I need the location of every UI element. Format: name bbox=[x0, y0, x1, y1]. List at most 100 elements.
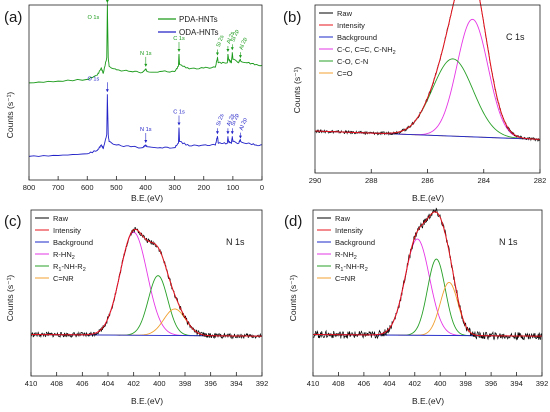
x-tick-label: 398 bbox=[459, 379, 472, 388]
x-tick-label: 410 bbox=[25, 379, 38, 388]
annotation-arrowhead bbox=[105, 89, 109, 93]
annotation-arrowhead bbox=[230, 47, 234, 51]
x-tick-label: 408 bbox=[50, 379, 63, 388]
intensity-envelope-line bbox=[312, 211, 543, 337]
annotation-label: C 1s bbox=[173, 36, 185, 42]
legend-label-main: C=O bbox=[337, 69, 353, 78]
x-axis-ticks: 800 700 600 500 400 300 200 100 0 bbox=[23, 176, 264, 192]
legend-label-part: -NH-R bbox=[61, 262, 83, 271]
x-tick-label: 284 bbox=[477, 176, 490, 185]
legend-label: R-HN2 bbox=[53, 250, 75, 261]
y-axis-label: Counts (s⁻¹) bbox=[292, 67, 302, 114]
legend-label-main: C-C, C=C, C-NH bbox=[337, 45, 393, 54]
x-tick-label: 402 bbox=[409, 379, 422, 388]
plot-frame bbox=[314, 4, 541, 174]
x-tick-label: 396 bbox=[485, 379, 498, 388]
annotation-label: C 1s bbox=[173, 110, 185, 116]
spectrum-label: N 1s bbox=[499, 237, 518, 247]
x-tick-label: 700 bbox=[52, 183, 65, 192]
panel-label: (a) bbox=[4, 9, 22, 26]
x-tick-label: 396 bbox=[204, 379, 217, 388]
x-tick-label: 290 bbox=[309, 176, 322, 185]
annotation-label: Si 2s bbox=[216, 113, 226, 127]
legend-label-subscript: 2 bbox=[393, 50, 396, 56]
intensity-envelope-line bbox=[30, 228, 263, 337]
legend-label-pda-hnts: PDA-HNTs bbox=[179, 15, 218, 24]
legend-label: R1-NH-R2 bbox=[53, 262, 86, 273]
spectrum-label: N 1s bbox=[226, 237, 245, 247]
legend-label-part: R bbox=[335, 262, 341, 271]
panel-label: (b) bbox=[283, 9, 301, 26]
panel-label: (d) bbox=[284, 213, 302, 230]
annotation-label: Si 2p bbox=[231, 29, 241, 43]
x-tick-label: 406 bbox=[358, 379, 371, 388]
annotation-label: N 1s bbox=[140, 127, 152, 133]
legend-label-subscript: 1 bbox=[58, 267, 61, 273]
x-tick-label: 500 bbox=[110, 183, 123, 192]
x-tick-label: 400 bbox=[139, 183, 152, 192]
legend-label-main: C=NR bbox=[335, 274, 356, 283]
annotation-arrowhead bbox=[238, 135, 242, 139]
annotation-arrowhead bbox=[177, 49, 181, 52]
x-tick-label: 402 bbox=[127, 379, 140, 388]
x-tick-label: 398 bbox=[179, 379, 192, 388]
annotation-label: Si 2s bbox=[216, 34, 226, 48]
legend-label: C=NR bbox=[53, 274, 74, 283]
annotation-label: Al 2s bbox=[226, 113, 236, 127]
y-axis-label: Counts (s⁻¹) bbox=[5, 92, 15, 139]
legend-label: Raw bbox=[335, 214, 351, 223]
annotation-arrowhead bbox=[144, 63, 148, 67]
annotation-label: N 1s bbox=[140, 51, 152, 57]
x-tick-label: 394 bbox=[510, 379, 523, 388]
legend-label: C-C, C=C, C-NH2 bbox=[337, 45, 396, 56]
legend-label-part: -NH-R bbox=[343, 262, 365, 271]
annotation-arrowhead bbox=[177, 122, 181, 126]
annotation-label: Al 2p bbox=[239, 117, 249, 131]
panel-b-c1s-chart: (b) Counts (s⁻¹) B.E.(eV) C 1s 290 288 286… bbox=[283, 0, 546, 203]
legend-label-subscript: 2 bbox=[72, 255, 75, 261]
plot-area bbox=[30, 227, 263, 340]
panel-d-n1s-chart: (d) Counts (s⁻¹) B.E.(eV) N 1s 410 408 406… bbox=[284, 207, 549, 406]
legend-label: Raw bbox=[337, 9, 353, 18]
x-tick-label: 392 bbox=[536, 379, 549, 388]
legend-label-main: R-HN bbox=[53, 250, 72, 259]
legend-label: Intensity bbox=[335, 226, 363, 235]
x-tick-label: 200 bbox=[197, 183, 210, 192]
legend-label-main: R-NH bbox=[335, 250, 354, 259]
x-tick-label: 600 bbox=[81, 183, 94, 192]
legend-label: Background bbox=[337, 33, 377, 42]
x-tick-label: 404 bbox=[102, 379, 115, 388]
annotation-arrowhead bbox=[226, 49, 230, 52]
legend-label-subscript: 2 bbox=[365, 267, 368, 273]
legend-label: Intensity bbox=[337, 21, 365, 30]
x-tick-label: 392 bbox=[256, 379, 269, 388]
x-axis-ticks: 410 408 406 404 402 400 398 396 394 392 bbox=[25, 372, 269, 388]
plot-frame bbox=[312, 209, 543, 377]
x-tick-label: 800 bbox=[23, 183, 36, 192]
panel-a-survey-chart: (a) Counts (s⁻¹) B.E.(eV) 800 700 600 500 40… bbox=[4, 0, 264, 203]
intensity-envelope-line bbox=[314, 0, 541, 140]
plot-area bbox=[312, 207, 543, 341]
legend: PDA-HNTs ODA-HNTs bbox=[158, 15, 219, 37]
legend-label-main: C-O, C-N bbox=[337, 57, 368, 66]
legend-label: Intensity bbox=[53, 226, 81, 235]
panel-label: (c) bbox=[4, 213, 22, 230]
y-axis-label: Counts (s⁻¹) bbox=[5, 275, 15, 322]
x-axis-label: B.E.(eV) bbox=[412, 193, 444, 203]
annotation-arrowhead bbox=[215, 52, 219, 56]
x-tick-label: 300 bbox=[168, 183, 181, 192]
annotation-arrowhead bbox=[215, 131, 219, 135]
annotation-arrowhead bbox=[238, 55, 242, 59]
x-tick-label: 400 bbox=[153, 379, 166, 388]
legend-label: C=O bbox=[337, 69, 353, 78]
legend-label: C-O, C-N bbox=[337, 57, 368, 66]
annotation-arrowhead bbox=[226, 131, 230, 135]
legend-label-subscript: 2 bbox=[83, 267, 86, 273]
legend-label: Background bbox=[335, 238, 375, 247]
plot-frame bbox=[30, 209, 263, 377]
annotation-arrowhead bbox=[230, 131, 234, 135]
